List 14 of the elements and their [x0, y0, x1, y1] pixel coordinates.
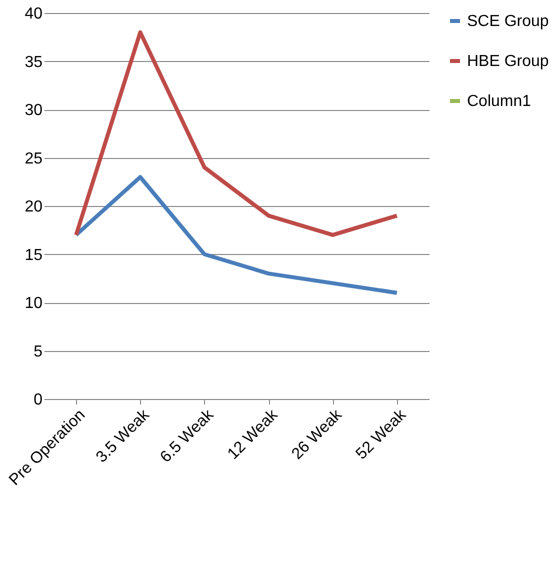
- y-tick-label: 40: [24, 6, 43, 22]
- y-tick-label: 30: [24, 102, 43, 119]
- y-tick-label: 35: [24, 54, 43, 71]
- line-series: [74, 30, 399, 237]
- line-series: [74, 175, 399, 295]
- y-tick-label: 15: [24, 246, 43, 264]
- y-tick-label: 5: [34, 343, 43, 360]
- y-tick-label: 25: [24, 150, 43, 168]
- y-tick-label: 10: [24, 295, 43, 312]
- legend-label: Column1: [467, 93, 532, 110]
- legend-label: HBE Group: [467, 53, 549, 70]
- y-tick-label: 20: [24, 198, 43, 216]
- y-tick-label: 0: [34, 392, 43, 408]
- legend-label: SCE Group: [467, 13, 549, 30]
